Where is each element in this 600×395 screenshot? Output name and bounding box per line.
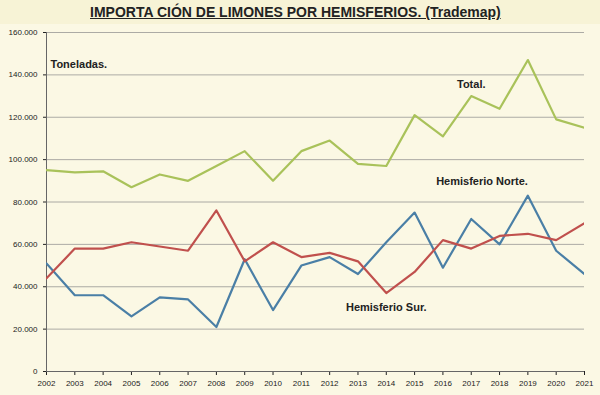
svg-text:20.000: 20.000: [13, 325, 38, 334]
svg-text:2013: 2013: [349, 379, 367, 388]
svg-text:Total.: Total.: [457, 78, 486, 90]
svg-text:2006: 2006: [151, 379, 169, 388]
svg-text:40.000: 40.000: [13, 282, 38, 291]
svg-text:Hemisferio Norte.: Hemisferio Norte.: [436, 175, 528, 187]
svg-text:80.000: 80.000: [13, 198, 38, 207]
svg-text:160.000: 160.000: [9, 28, 38, 37]
html-text:IMPORTA CIÓN DE LIMONES POR HE: IMPORTA CIÓN DE LIMONES POR HEMISFERIOS.…: [90, 4, 501, 20]
svg-text:100.000: 100.000: [9, 155, 38, 164]
svg-text:2016: 2016: [434, 379, 452, 388]
svg-text:2009: 2009: [236, 379, 254, 388]
svg-text:Toneladas.: Toneladas.: [51, 58, 108, 70]
svg-text:2012: 2012: [321, 379, 339, 388]
svg-text:2008: 2008: [207, 379, 225, 388]
svg-text:2021: 2021: [576, 379, 594, 388]
svg-text:2015: 2015: [406, 379, 424, 388]
svg-text:2003: 2003: [66, 379, 84, 388]
svg-text:2002: 2002: [38, 379, 56, 388]
svg-text:2017: 2017: [462, 379, 480, 388]
svg-text:2018: 2018: [491, 379, 509, 388]
svg-text:120.000: 120.000: [9, 113, 38, 122]
svg-text:2007: 2007: [179, 379, 197, 388]
svg-text:2019: 2019: [519, 379, 537, 388]
svg-text:2005: 2005: [123, 379, 141, 388]
svg-text:2011: 2011: [293, 379, 311, 388]
svg-text:60.000: 60.000: [13, 240, 38, 249]
svg-text:2004: 2004: [94, 379, 112, 388]
svg-text:2014: 2014: [377, 379, 395, 388]
svg-text:Hemisferio Sur.: Hemisferio Sur.: [346, 301, 427, 313]
svg-text:140.000: 140.000: [9, 70, 38, 79]
svg-text:0: 0: [33, 367, 38, 376]
svg-text:2010: 2010: [264, 379, 282, 388]
svg-text:2020: 2020: [547, 379, 565, 388]
